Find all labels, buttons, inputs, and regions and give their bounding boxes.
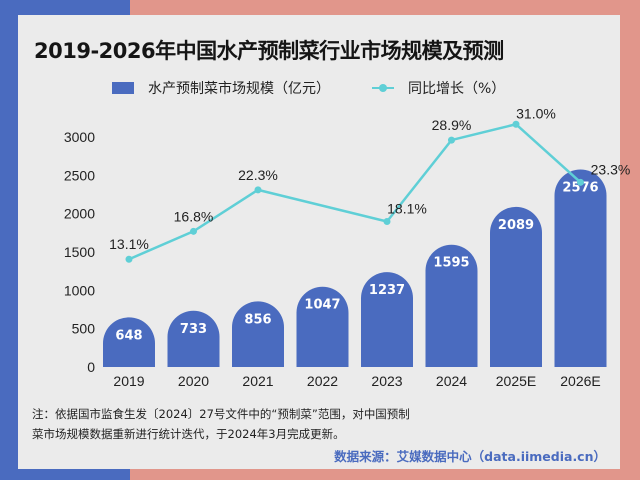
bar-value-label: 856 <box>244 312 271 327</box>
growth-label: 28.9% <box>432 117 472 133</box>
bar <box>296 286 349 367</box>
bar <box>554 169 607 367</box>
y-tick-label: 1500 <box>64 244 95 260</box>
left-accent <box>0 0 18 480</box>
legend-line-label: 同比增长（%） <box>408 81 506 97</box>
x-tick-label: 2023 <box>371 373 402 389</box>
bar <box>103 317 155 367</box>
footnote: 注：依据国市监食生发〔2024〕27号文件中的“预制菜”范围，对中国预制 菜市场… <box>32 404 410 444</box>
footnote-line: 注：依据国市监食生发〔2024〕27号文件中的“预制菜”范围，对中国预制 <box>32 407 410 421</box>
growth-point <box>254 186 262 194</box>
bar <box>232 301 284 367</box>
y-tick-label: 0 <box>87 359 95 375</box>
legend-bar-swatch <box>112 82 134 94</box>
legend-line: 同比增长（%） <box>372 78 505 98</box>
bar-value-label: 1047 <box>304 298 340 313</box>
growth-point <box>448 136 455 144</box>
bar-value-label: 2576 <box>562 181 598 196</box>
growth-point <box>577 178 584 186</box>
bar-value-label: 2089 <box>498 218 534 233</box>
legend-line-swatch <box>372 84 394 92</box>
chart-title: 2019-2026年中国水产预制菜行业市场规模及预测 <box>34 39 504 63</box>
growth-label: 16.8% <box>174 208 214 224</box>
bar-value-label: 733 <box>180 322 207 337</box>
growth-label: 13.1% <box>109 236 149 252</box>
x-tick-label: 2022 <box>307 373 338 389</box>
x-tick-label: 2024 <box>436 373 467 389</box>
growth-label: 31.0% <box>516 105 556 121</box>
x-tick-label: 2026E <box>560 373 600 389</box>
growth-label: 22.3% <box>238 167 278 183</box>
bar-value-label: 1595 <box>433 256 469 271</box>
data-source: 数据来源：艾媒数据中心（data.iimedia.cn） <box>334 449 606 464</box>
bar <box>425 244 478 367</box>
growth-point <box>383 218 391 226</box>
growth-label: 18.1% <box>387 201 427 217</box>
x-tick-label: 2021 <box>242 373 273 389</box>
footnote-line: 菜市场规模数据重新进行统计迭代，于2024年3月完成更新。 <box>32 427 345 441</box>
y-tick-label: 500 <box>72 321 96 337</box>
bar <box>167 310 220 367</box>
legend-bar: 水产预制菜市场规模（亿元） <box>112 78 330 98</box>
growth-point <box>125 255 133 263</box>
x-tick-label: 2020 <box>178 373 209 389</box>
y-tick-label: 2000 <box>64 206 95 222</box>
y-tick-label: 2500 <box>64 167 95 183</box>
x-tick-label: 2019 <box>113 373 144 389</box>
bar-value-label: 648 <box>115 328 142 343</box>
bar <box>361 272 413 367</box>
y-tick-label: 3000 <box>64 129 95 145</box>
y-tick-label: 1000 <box>64 282 95 298</box>
growth-point <box>512 120 520 128</box>
growth-label: 23.3% <box>591 161 631 177</box>
legend-bar-label: 水产预制菜市场规模（亿元） <box>148 81 330 97</box>
growth-point <box>190 227 197 235</box>
bar-value-label: 1237 <box>369 283 405 298</box>
x-tick-label: 2025E <box>496 373 536 389</box>
bar <box>490 206 542 367</box>
